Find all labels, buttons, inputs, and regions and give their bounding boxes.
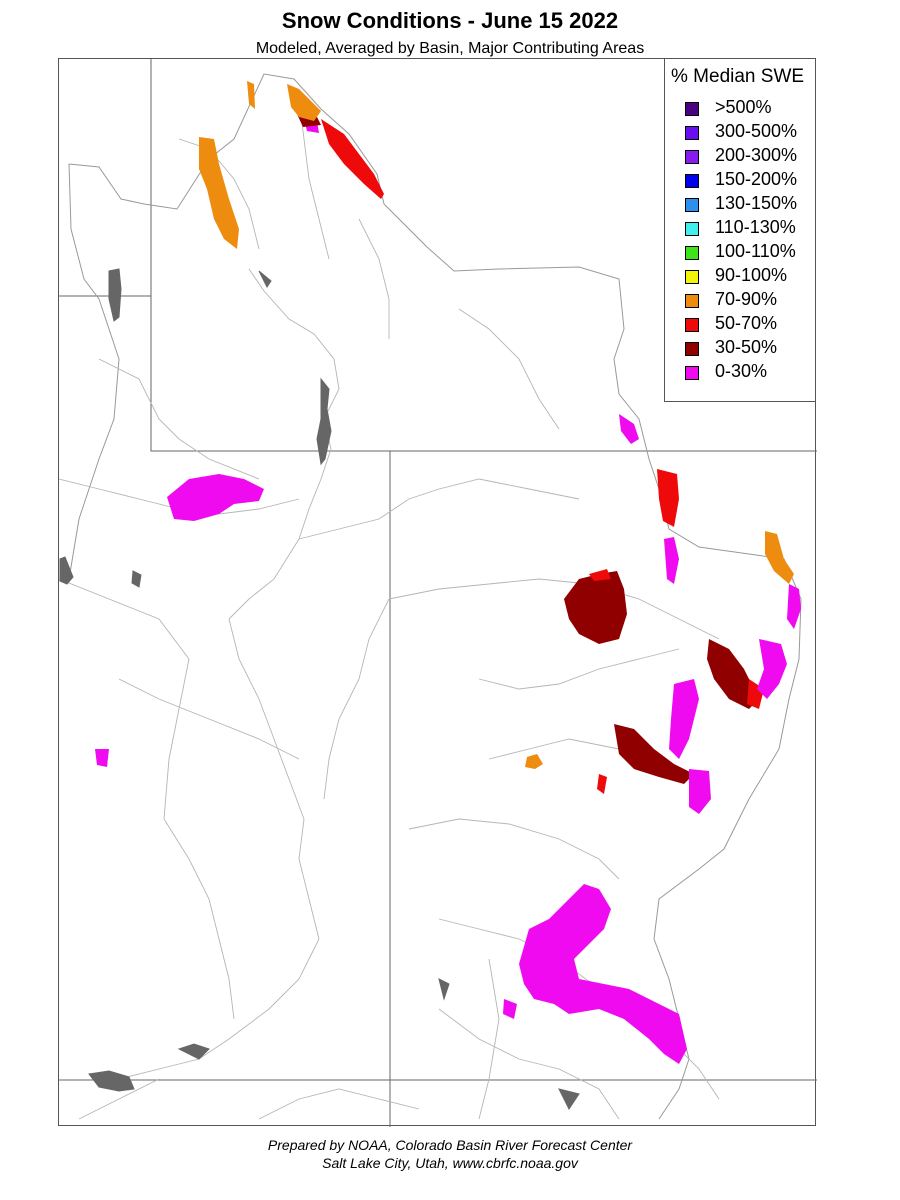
- legend-label: 110-130%: [715, 217, 796, 237]
- footer-credit: Prepared by NOAA, Colorado Basin River F…: [267, 1137, 633, 1153]
- legend-title: % Median SWE: [671, 66, 805, 87]
- snow-area-east-pink-1: [619, 414, 639, 444]
- snow-area-mid-pink: [669, 679, 699, 759]
- snow-area-east-orange: [765, 531, 794, 584]
- snow-area-west-pink: [167, 474, 264, 521]
- snow-area-south-pink: [519, 884, 687, 1064]
- snow-area-east-pink-3: [757, 639, 787, 699]
- legend-label: 130-150%: [715, 193, 798, 213]
- snow-area-east-maroon: [707, 639, 759, 709]
- snow-area-small-orange: [525, 754, 543, 769]
- legend-label: 50-70%: [715, 313, 778, 333]
- legend-label: 90-100%: [715, 265, 788, 285]
- legend-label: 0-30%: [715, 361, 768, 381]
- snow-area-north-orange-3: [247, 81, 255, 109]
- legend-swatch: [685, 270, 699, 284]
- footer-location: Salt Lake City, Utah, www.cbrfc.noaa.gov: [322, 1155, 578, 1171]
- legend-label: 100-110%: [715, 241, 796, 261]
- basin-outline: [68, 73, 802, 1120]
- snow-area-southeast-pink: [689, 769, 711, 814]
- snow-area-central-maroon: [564, 571, 627, 644]
- snow-area-west-pink-small: [95, 749, 109, 767]
- snow-coverage: [95, 81, 801, 1064]
- snow-area-south-pink-small: [503, 999, 517, 1019]
- legend-swatch: [685, 318, 699, 332]
- snow-area-southeast-maroon: [614, 724, 694, 784]
- basin-map-canvas: [59, 59, 817, 1127]
- legend-swatch: [685, 246, 699, 260]
- state-boundaries: [59, 59, 817, 1127]
- legend-swatch: [685, 294, 699, 308]
- map-title: Snow Conditions - June 15 2022: [281, 8, 619, 33]
- legend-swatch: [685, 198, 699, 212]
- legend-swatch: [685, 222, 699, 236]
- snow-area-east-pink-2: [664, 537, 679, 584]
- legend-label: 300-500%: [715, 121, 798, 141]
- legend-swatch: [685, 342, 699, 356]
- snow-area-central-red: [589, 569, 611, 581]
- snow-area-north-orange-1: [287, 84, 321, 121]
- snow-area-north-orange-2: [199, 137, 239, 249]
- legend-swatch: [685, 126, 699, 140]
- snow-area-southeast-red: [597, 774, 607, 794]
- legend-swatch: [685, 174, 699, 188]
- snow-area-north-red: [321, 119, 384, 199]
- legend-label: 200-300%: [715, 145, 798, 165]
- legend-label: >500%: [715, 97, 772, 117]
- snow-area-east-pink-4: [787, 584, 801, 629]
- basin-outline-west: [68, 163, 120, 580]
- legend-swatch: [685, 102, 699, 116]
- legend: % Median SWE >500% 300-500% 200-300% 150…: [664, 58, 816, 402]
- legend-swatch: [685, 366, 699, 380]
- snow-area-east-red: [657, 469, 679, 527]
- legend-label: 70-90%: [715, 289, 778, 309]
- reservoirs: [59, 268, 580, 1110]
- map-subtitle: Modeled, Averaged by Basin, Major Contri…: [255, 40, 645, 57]
- legend-label: 150-200%: [715, 169, 798, 189]
- legend-label: 30-50%: [715, 337, 778, 357]
- legend-swatch: [685, 150, 699, 164]
